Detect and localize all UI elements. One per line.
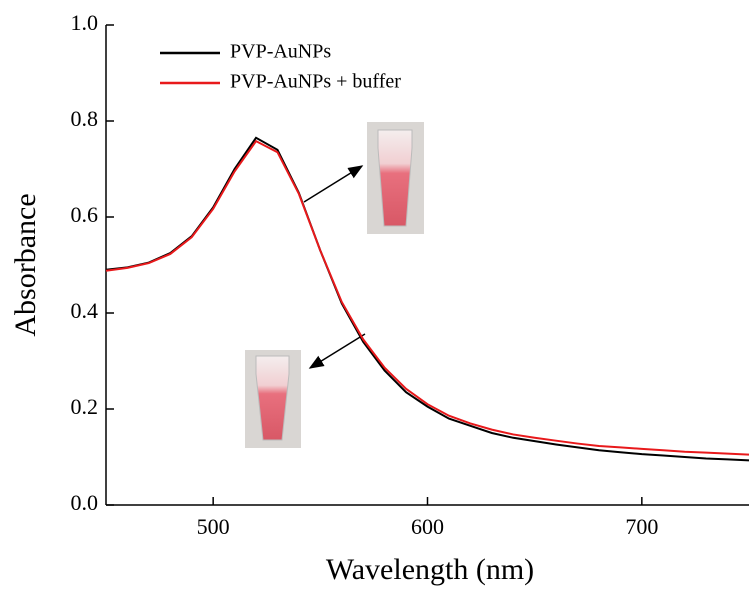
x-tick-label: 700 bbox=[625, 514, 658, 539]
arrow bbox=[303, 165, 364, 203]
x-axis-title: Wavelength (nm) bbox=[326, 553, 534, 586]
tube-photo bbox=[245, 122, 424, 448]
x-tick-label: 500 bbox=[197, 514, 230, 539]
y-tick-label: 0.0 bbox=[71, 490, 99, 515]
line bbox=[105, 139, 750, 456]
legend-label: PVP-AuNPs bbox=[230, 41, 331, 63]
x-tick-label: 600 bbox=[411, 514, 444, 539]
y-tick-label: 0.8 bbox=[71, 106, 99, 131]
y-tick-label: 0.6 bbox=[71, 202, 99, 227]
y-tick-label: 0.4 bbox=[71, 298, 99, 323]
line bbox=[105, 136, 750, 462]
y-tick-label: 0.2 bbox=[71, 394, 99, 419]
legend-label: PVP-AuNPs + buffer bbox=[230, 71, 401, 93]
y-tick-label: 1.0 bbox=[71, 10, 99, 35]
arrow bbox=[308, 333, 366, 369]
y-axis-title: Absorbance bbox=[9, 193, 42, 336]
